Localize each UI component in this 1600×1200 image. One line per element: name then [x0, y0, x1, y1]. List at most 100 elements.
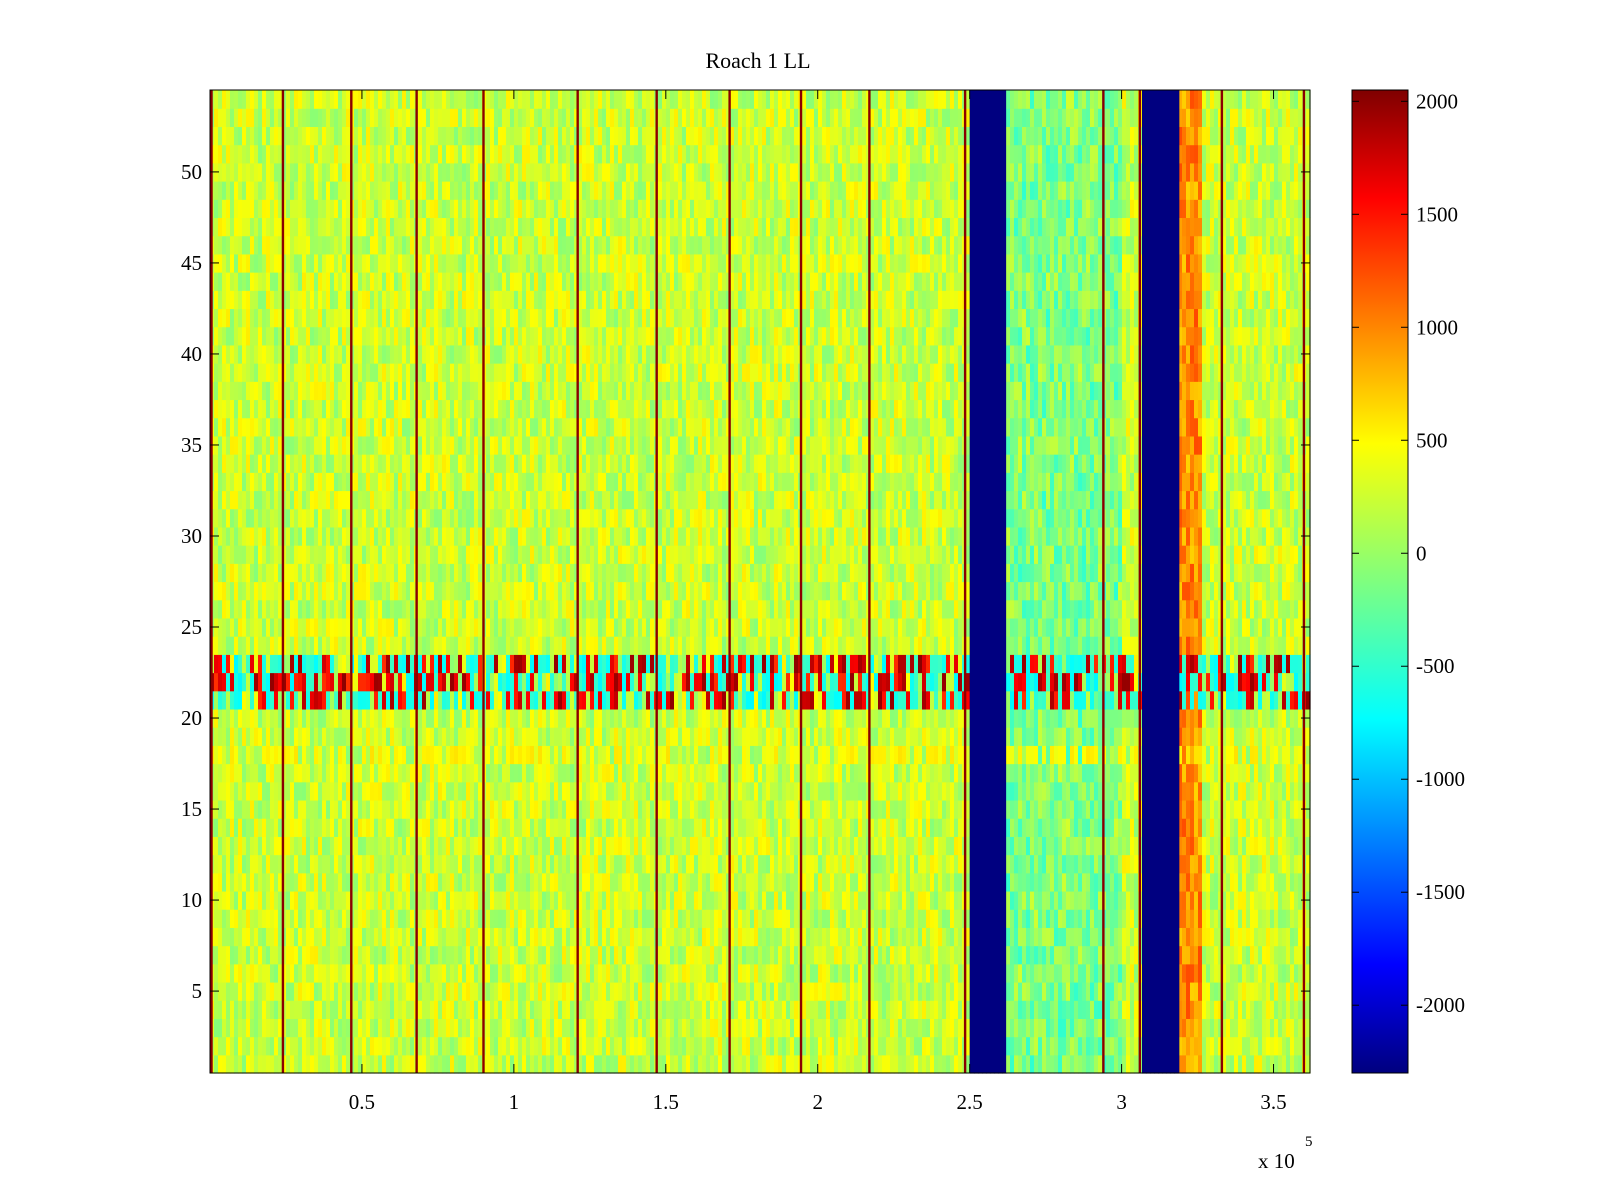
heatmap-cell	[322, 417, 327, 437]
heatmap-cell	[446, 472, 451, 492]
heatmap-cell	[526, 454, 531, 473]
heatmap-cell	[378, 1018, 383, 1038]
heatmap-cell	[438, 199, 443, 219]
heatmap-cell	[478, 1018, 483, 1038]
heatmap-cell	[362, 1036, 367, 1056]
heatmap-cell	[358, 545, 363, 564]
heatmap-cell	[538, 745, 543, 765]
heatmap-cell	[498, 490, 503, 510]
heatmap-cell	[262, 872, 267, 892]
heatmap-cell	[538, 272, 543, 291]
heatmap-cell	[442, 945, 447, 965]
heatmap-cell	[318, 1018, 323, 1038]
heatmap-cell	[270, 763, 275, 783]
heatmap-cell	[310, 344, 315, 364]
heatmap-cell	[322, 636, 327, 655]
heatmap-cell	[514, 617, 519, 637]
heatmap-cell	[502, 162, 507, 182]
heatmap-cell	[510, 654, 515, 674]
heatmap-cell	[318, 290, 323, 310]
heatmap-cell	[270, 126, 275, 146]
heatmap-cell	[514, 690, 519, 710]
heatmap-cell	[238, 490, 243, 510]
heatmap-cell	[458, 235, 463, 255]
heatmap-cell	[522, 454, 527, 473]
heatmap-cell	[554, 344, 559, 364]
heatmap-cell	[226, 217, 231, 237]
heatmap-cell	[558, 290, 563, 310]
heatmap-cell	[374, 854, 379, 874]
heatmap-cell	[322, 890, 327, 910]
heatmap-cell	[434, 945, 439, 965]
heatmap-cell	[278, 672, 283, 692]
heatmap-cell	[310, 763, 315, 783]
heatmap-cell	[450, 617, 455, 637]
heatmap-cell	[230, 545, 235, 564]
heatmap-cell	[546, 235, 551, 255]
heatmap-cell	[410, 1018, 415, 1038]
heatmap-cell	[442, 927, 447, 947]
heatmap-cell	[286, 799, 291, 819]
heatmap-cell	[282, 745, 287, 765]
heatmap-cell	[394, 1018, 399, 1038]
heatmap-cell	[406, 781, 411, 801]
heatmap-cell	[238, 599, 243, 619]
heatmap-cell	[506, 399, 511, 419]
heatmap-cell	[282, 654, 287, 674]
heatmap-cell	[402, 417, 407, 437]
heatmap-cell	[458, 872, 463, 892]
heatmap-cell	[422, 290, 427, 310]
heatmap-cell	[342, 581, 347, 601]
heatmap-cell	[262, 1054, 267, 1074]
heatmap-cell	[494, 508, 499, 528]
heatmap-cell	[254, 636, 259, 655]
heatmap-cell	[466, 781, 471, 801]
heatmap-cell	[442, 599, 447, 619]
heatmap-cell	[318, 563, 323, 583]
heatmap-cell	[470, 181, 475, 200]
heatmap-cell	[386, 599, 391, 619]
heatmap-cell	[302, 181, 307, 200]
heatmap-cell	[370, 1054, 375, 1074]
heatmap-cell	[330, 545, 335, 564]
heatmap-cell	[254, 708, 259, 728]
heatmap-cell	[314, 927, 319, 947]
heatmap-cell	[274, 253, 279, 273]
heatmap-cell	[550, 909, 555, 928]
heatmap-cell	[522, 945, 527, 965]
heatmap-cell	[366, 890, 371, 910]
heatmap-cell	[226, 472, 231, 492]
heatmap-cell	[254, 763, 259, 783]
heatmap-cell	[250, 1000, 255, 1019]
heatmap-cell	[562, 308, 567, 328]
heatmap-cell	[506, 581, 511, 601]
heatmap-cell	[390, 854, 395, 874]
heatmap-cell	[366, 854, 371, 874]
heatmap-cell	[342, 326, 347, 346]
heatmap-cell	[490, 508, 495, 528]
heatmap-cell	[450, 781, 455, 801]
heatmap-cell	[506, 126, 511, 146]
heatmap-cell	[450, 1054, 455, 1074]
heatmap-cell	[386, 290, 391, 310]
heatmap-cell	[330, 108, 335, 127]
heatmap-cell	[522, 672, 527, 692]
heatmap-cell	[550, 235, 555, 255]
heatmap-cell	[434, 672, 439, 692]
heatmap-cell	[418, 1018, 423, 1038]
heatmap-cell	[510, 217, 515, 237]
heatmap-cell	[290, 708, 295, 728]
heatmap-cell	[402, 1036, 407, 1056]
heatmap-cell	[310, 599, 315, 619]
heatmap-cell	[526, 253, 531, 273]
heatmap-cell	[290, 272, 295, 291]
heatmap-cell	[434, 199, 439, 219]
heatmap-cell	[566, 599, 571, 619]
heatmap-cell	[234, 1036, 239, 1056]
heatmap-cell	[574, 745, 579, 765]
heatmap-cell	[442, 1054, 447, 1074]
heatmap-cell	[426, 781, 431, 801]
heatmap-cell	[550, 435, 555, 455]
heatmap-cell	[566, 727, 571, 746]
heatmap-cell	[566, 435, 571, 455]
